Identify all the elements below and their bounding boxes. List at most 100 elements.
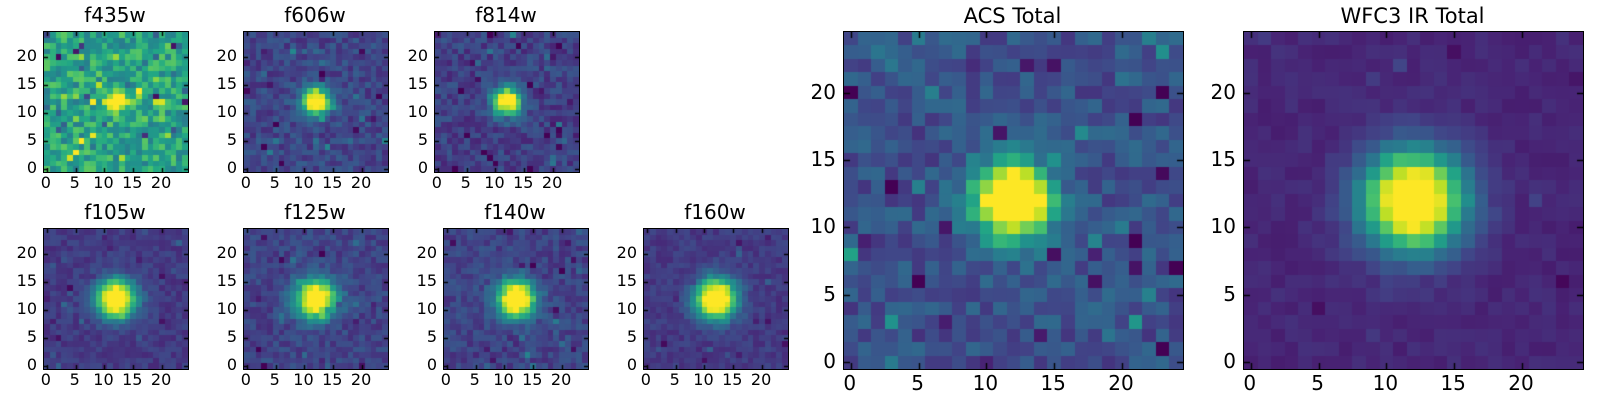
x-tick-label: 5: [460, 173, 471, 192]
x-tick-label: 20: [1508, 371, 1534, 395]
panel-wfc3_ir_total: WFC3 IR Total 0 5 10 15 20 0 5 10 15 20: [1211, 0, 1584, 400]
x-tick-label: 15: [513, 173, 534, 192]
x-tick-label: 5: [269, 173, 280, 192]
x-tick-label: 0: [240, 173, 251, 192]
y-tick-label: 15: [407, 74, 428, 94]
x-tick-label: 15: [322, 173, 343, 192]
y-tick-label: 15: [616, 271, 637, 291]
x-tick-label: 5: [911, 371, 924, 395]
x-tick-label: 0: [1243, 371, 1257, 395]
y-tick-label: 15: [216, 271, 237, 291]
x-tick-label: 10: [693, 370, 714, 389]
x-tick-label: 5: [69, 173, 80, 192]
y-tick-label: 5: [1223, 281, 1236, 306]
panel-title: f606w: [284, 3, 346, 27]
f160w-heatmap-image: [643, 228, 789, 370]
x-tick-label: 10: [93, 173, 114, 192]
y-tick-label: 5: [417, 130, 428, 150]
y-tick-label: 10: [16, 299, 37, 319]
x-tick-label: 5: [69, 370, 80, 389]
x-tick-label: 10: [493, 370, 514, 389]
panel-title: f814w: [475, 3, 537, 27]
f105w-heatmap-image: [43, 228, 189, 370]
x-tick-label: 15: [122, 173, 143, 192]
y-tick-label: 0: [26, 355, 37, 375]
panel-f435w: f435w 0 5 10 15 20 0 5 10 15 20: [17, 0, 189, 400]
y-tick-label: 10: [810, 214, 836, 239]
y-tick-label: 20: [216, 243, 237, 263]
x-tick-label: 15: [722, 370, 743, 389]
y-tick-label: 15: [1210, 147, 1236, 172]
x-tick-label: 20: [150, 173, 172, 192]
y-tick-label: 20: [16, 243, 37, 263]
y-tick-label: 5: [626, 327, 637, 347]
y-tick-label: 0: [426, 355, 437, 375]
y-tick-label: 0: [226, 158, 237, 178]
y-tick-label: 10: [216, 299, 237, 319]
panel-title: f435w: [84, 3, 146, 27]
y-tick-label: 0: [626, 355, 637, 375]
panel-f160w: f160w 0 5 10 15 20 0 5 10 15 20: [617, 0, 789, 400]
x-tick-label: 0: [40, 173, 51, 192]
x-tick-label: 0: [240, 370, 251, 389]
x-tick-label: 15: [122, 370, 143, 389]
y-tick-label: 5: [226, 130, 237, 150]
x-tick-label: 0: [40, 370, 51, 389]
x-tick-label: 15: [322, 370, 343, 389]
y-tick-label: 0: [226, 355, 237, 375]
x-tick-label: 20: [350, 173, 372, 192]
y-tick-label: 20: [1210, 79, 1236, 104]
x-tick-label: 20: [750, 370, 772, 389]
x-tick-label: 10: [293, 370, 314, 389]
x-tick-label: 0: [440, 370, 451, 389]
y-tick-label: 20: [216, 46, 237, 66]
y-tick-label: 15: [16, 271, 37, 291]
y-tick-label: 10: [1210, 214, 1236, 239]
y-tick-label: 0: [1223, 349, 1236, 374]
f435w-heatmap-image: [43, 31, 189, 173]
x-tick-label: 20: [1108, 371, 1134, 395]
x-tick-label: 0: [843, 371, 857, 395]
x-tick-label: 15: [522, 370, 543, 389]
y-tick-label: 10: [16, 102, 37, 122]
y-tick-label: 0: [26, 158, 37, 178]
y-tick-label: 15: [16, 74, 37, 94]
panel-title: ACS Total: [963, 4, 1062, 28]
x-tick-label: 10: [972, 371, 999, 395]
y-tick-label: 10: [416, 299, 437, 319]
x-tick-label: 15: [1440, 371, 1466, 395]
panel-f140w: f140w 0 5 10 15 20 0 5 10 15 20: [417, 0, 589, 400]
x-tick-label: 20: [541, 173, 563, 192]
x-tick-label: 5: [1311, 371, 1324, 395]
panel-title: f125w: [284, 200, 346, 224]
y-tick-label: 0: [823, 349, 836, 374]
y-tick-label: 20: [416, 243, 437, 263]
y-tick-label: 10: [616, 299, 637, 319]
panel-f125w: f125w 0 5 10 15 20 0 5 10 15 20: [217, 0, 389, 400]
y-tick-label: 0: [417, 158, 428, 178]
y-tick-label: 15: [810, 147, 836, 172]
y-tick-label: 5: [26, 327, 37, 347]
panel-title: f160w: [684, 200, 746, 224]
y-tick-label: 20: [407, 46, 428, 66]
y-tick-label: 20: [616, 243, 637, 263]
x-tick-label: 20: [350, 370, 372, 389]
x-tick-label: 20: [150, 370, 172, 389]
panel-title: f105w: [84, 200, 146, 224]
y-tick-label: 15: [416, 271, 437, 291]
f125w-heatmap-image: [243, 228, 389, 370]
panel-acs_total: ACS Total 0 5 10 15 20 0 5 10 15 20: [811, 0, 1184, 400]
x-tick-label: 0: [431, 173, 442, 192]
x-tick-label: 0: [640, 370, 651, 389]
y-tick-label: 20: [810, 79, 836, 104]
y-tick-label: 10: [407, 102, 428, 122]
x-tick-label: 5: [269, 370, 280, 389]
x-tick-label: 20: [550, 370, 572, 389]
x-tick-label: 5: [469, 370, 480, 389]
f606w-heatmap-image: [243, 31, 389, 173]
panel-title: f140w: [484, 200, 546, 224]
x-tick-label: 10: [1372, 371, 1399, 395]
y-tick-label: 5: [823, 281, 836, 306]
x-tick-label: 15: [1040, 371, 1066, 395]
